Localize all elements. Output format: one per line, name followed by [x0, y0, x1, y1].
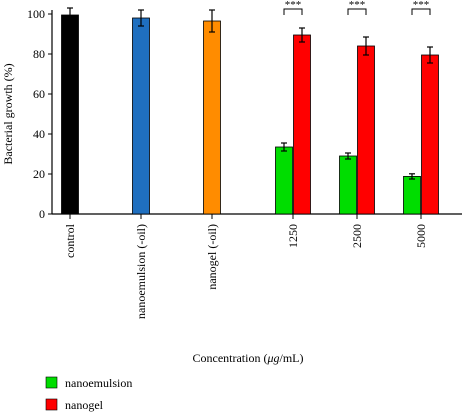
significance-bracket	[347, 8, 367, 15]
significance-label: ***	[285, 0, 302, 11]
y-tick-label: 100	[27, 7, 45, 21]
bar-nanogel	[293, 34, 311, 215]
x-tick-label: control	[63, 223, 77, 258]
bar	[61, 14, 79, 215]
bar-nanoemulsion	[339, 155, 357, 215]
significance-label: ***	[349, 0, 366, 11]
y-tick-label: 0	[39, 207, 45, 221]
x-tick-label: nanoemulsion (-oil)	[134, 224, 148, 319]
bar-nanoemulsion	[403, 175, 421, 215]
legend-label-nanoemulsion: nanoemulsion	[65, 376, 132, 390]
legend-swatch-nanoemulsion	[45, 376, 58, 389]
bar-nanoemulsion	[275, 146, 293, 215]
x-tick-label: nanogel (-oil)	[205, 224, 219, 290]
y-tick-label: 80	[33, 47, 45, 61]
y-tick-label: 40	[33, 127, 45, 141]
bar	[132, 17, 150, 215]
bar-nanogel	[357, 45, 375, 215]
bar-nanogel	[421, 54, 439, 215]
x-tick-label: 1250	[286, 224, 300, 248]
x-tick-label: 2500	[350, 224, 364, 248]
bar	[203, 20, 221, 215]
significance-label: ***	[413, 0, 430, 11]
y-axis-title: Bacterial growth (%)	[1, 63, 15, 164]
significance-bracket	[411, 8, 431, 15]
x-tick-label: 5000	[414, 224, 428, 248]
significance-bracket	[283, 8, 303, 15]
x-axis-title: Concentration (μg/mL)	[192, 351, 303, 365]
y-tick-label: 20	[33, 167, 45, 181]
legend-label-nanogel: nanogel	[65, 398, 104, 412]
y-tick-label: 60	[33, 87, 45, 101]
legend: nanoemulsion nanogel	[45, 376, 132, 412]
legend-swatch-nanogel	[45, 398, 58, 411]
